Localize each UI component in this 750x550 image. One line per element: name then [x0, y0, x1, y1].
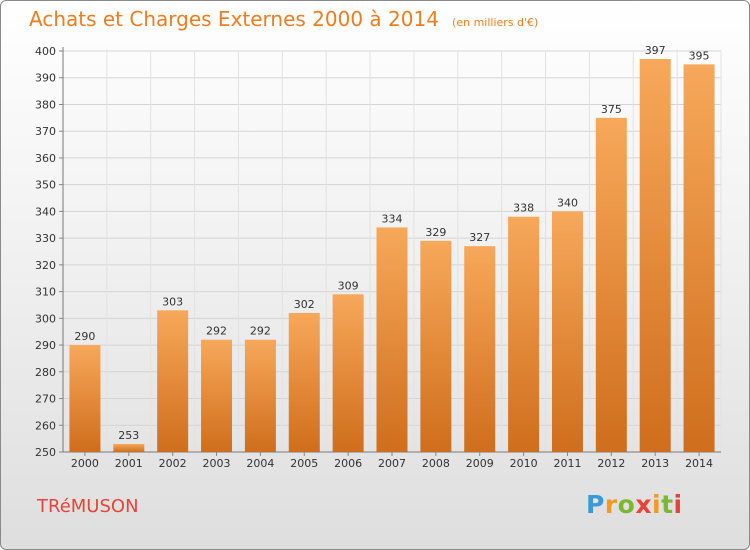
y-tick-label: 270 [35, 393, 56, 406]
data-label: 340 [557, 196, 578, 209]
bar-2010 [508, 216, 540, 452]
chart-unit: (en milliers d'€) [452, 16, 539, 29]
logo-letter: x [635, 490, 652, 519]
data-label: 395 [689, 49, 710, 62]
data-label: 290 [74, 330, 95, 343]
y-tick-label: 310 [35, 286, 56, 299]
x-tick-label: 2012 [597, 457, 625, 470]
axes: 250 260 270 280 290 300 310 320 330 340 350 360 370 3… [35, 45, 721, 470]
data-label: 309 [338, 279, 359, 292]
x-tick-label: 2011 [553, 457, 581, 470]
logo-letter: i [652, 490, 662, 519]
y-tick-label: 330 [35, 232, 56, 245]
y-tick-label: 360 [35, 152, 56, 165]
data-label: 338 [513, 202, 534, 215]
bar-2009 [464, 246, 496, 452]
x-tick-label: 2013 [641, 457, 669, 470]
bar-2007 [376, 227, 408, 452]
data-label: 302 [294, 298, 315, 311]
x-tick-label: 2009 [466, 457, 494, 470]
data-label: 329 [425, 226, 446, 239]
bars [69, 59, 715, 453]
bar-2003 [201, 339, 233, 452]
bar-2001 [113, 443, 145, 452]
bar-2013 [639, 59, 671, 453]
data-label: 327 [469, 231, 490, 244]
bar-2006 [332, 294, 364, 452]
x-tick-label: 2000 [71, 457, 99, 470]
y-tick-label: 370 [35, 125, 56, 138]
y-tick-label: 250 [35, 446, 56, 459]
y-tick-label: 290 [35, 339, 56, 352]
commune-name: TRéMUSON [37, 496, 139, 517]
bar-2005 [288, 312, 320, 452]
y-tick-label: 320 [35, 259, 56, 272]
x-tick-label: 2001 [115, 457, 143, 470]
x-tick-label: 2008 [422, 457, 450, 470]
logo-letter: r [604, 490, 618, 519]
logo-letter: P [586, 490, 605, 519]
chart-title: Achats et Charges Externes 2000 à 2014 [29, 7, 439, 31]
bar-2000 [69, 345, 101, 452]
y-tick-label: 340 [35, 205, 56, 218]
y-tick-label: 280 [35, 366, 56, 379]
x-tick-label: 2003 [203, 457, 231, 470]
bar-2004 [244, 339, 276, 452]
x-tick-label: 2010 [510, 457, 538, 470]
data-label: 375 [601, 103, 622, 116]
y-tick-label: 380 [35, 98, 56, 111]
chart-title-block: Achats et Charges Externes 2000 à 2014 (… [29, 7, 538, 31]
x-tick-label: 2006 [334, 457, 362, 470]
bar-2011 [551, 211, 583, 452]
data-label: 303 [162, 295, 183, 308]
x-tick-label: 2005 [290, 457, 318, 470]
x-tick-label: 2007 [378, 457, 406, 470]
data-label: 397 [645, 44, 666, 57]
bar-2014 [683, 64, 715, 452]
y-tick-label: 400 [35, 45, 56, 58]
logo-letter: i [673, 490, 683, 519]
x-tick-label: 2004 [246, 457, 274, 470]
bar-2012 [595, 117, 627, 452]
y-tick-label: 300 [35, 312, 56, 325]
y-tick-label: 350 [35, 179, 56, 192]
data-label: 292 [206, 325, 227, 338]
y-tick-label: 260 [35, 419, 56, 432]
bar-2002 [157, 310, 189, 452]
data-label: 334 [382, 212, 403, 225]
x-tick-label: 2002 [159, 457, 187, 470]
x-tick-label: 2014 [685, 457, 713, 470]
data-label: 253 [118, 429, 139, 442]
proxiti-logo: Proxiti [586, 490, 683, 519]
data-label: 292 [250, 325, 271, 338]
logo-letter: o [617, 490, 636, 519]
y-tick-label: 390 [35, 72, 56, 85]
bar-2008 [420, 240, 452, 452]
logo-letter: t [661, 490, 674, 519]
labels: 290 253 303 292 292 302 309 334 329 327 338 340 375 3… [74, 44, 709, 442]
